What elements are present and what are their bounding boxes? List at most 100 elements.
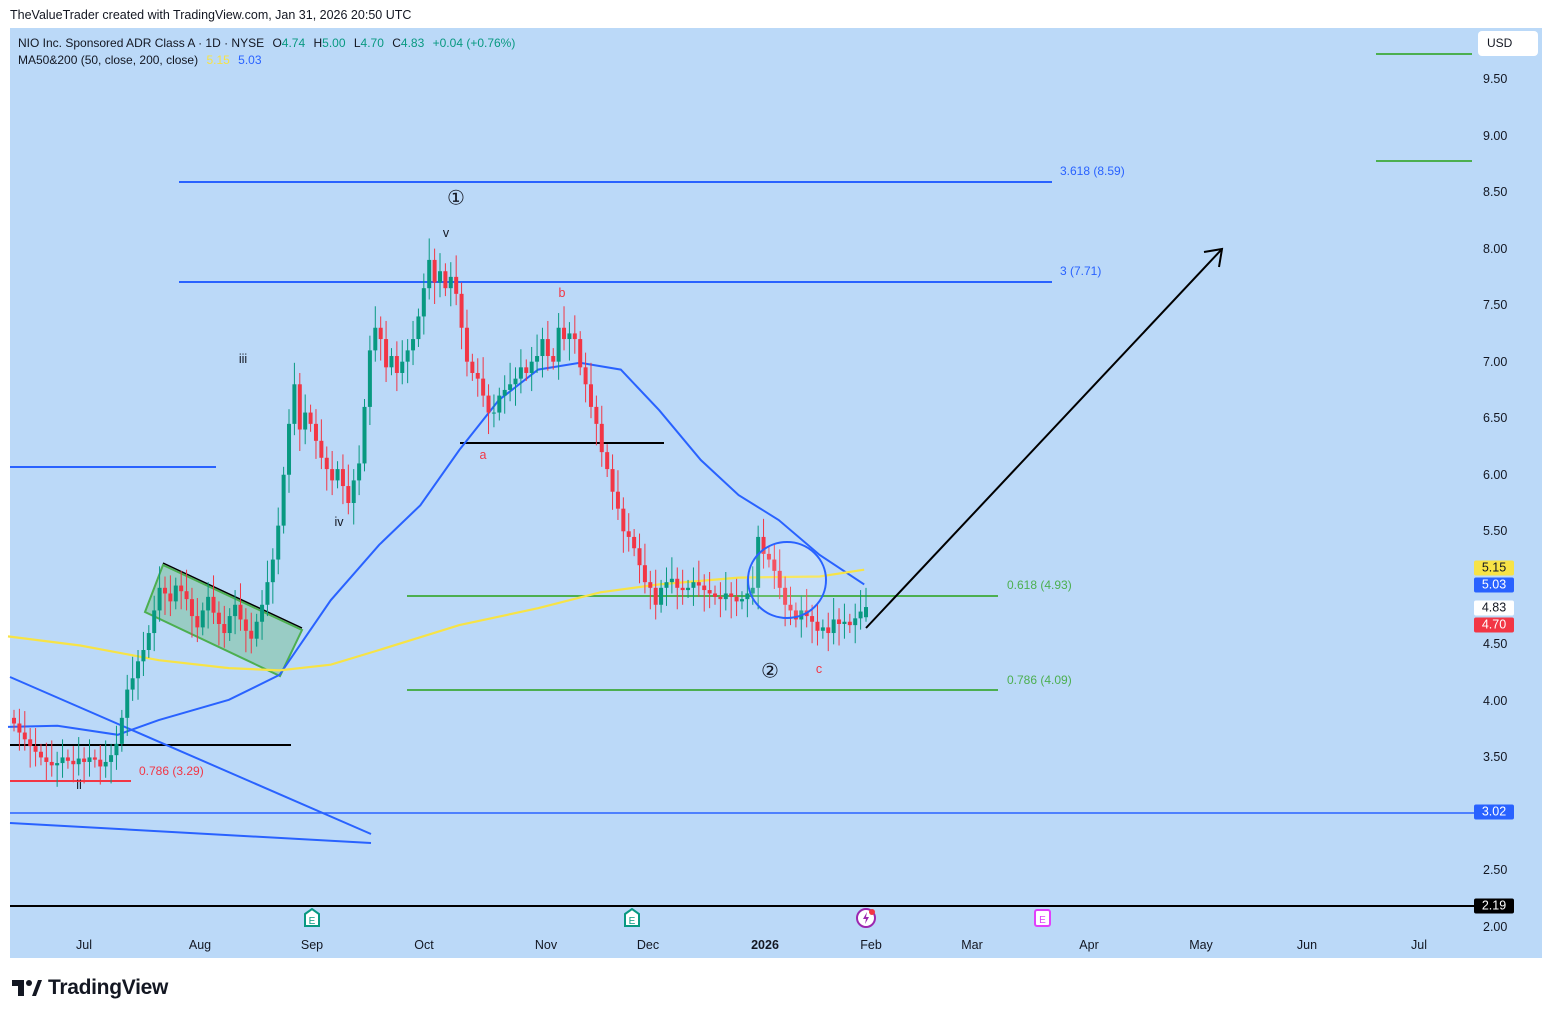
candle[interactable] (173, 577, 178, 610)
candle[interactable] (411, 320, 416, 366)
candle[interactable] (384, 320, 389, 383)
candle[interactable] (287, 409, 292, 493)
candle[interactable] (637, 533, 642, 584)
candle[interactable] (718, 582, 723, 618)
candle[interactable] (373, 306, 378, 362)
candle[interactable] (303, 394, 308, 445)
candle[interactable] (475, 358, 480, 397)
candle[interactable] (55, 751, 60, 787)
candle[interactable] (669, 557, 674, 594)
candle[interactable] (405, 339, 410, 384)
candle[interactable] (853, 603, 858, 644)
candle[interactable] (820, 619, 825, 639)
candle[interactable] (599, 405, 604, 467)
candle[interactable] (470, 353, 475, 381)
candle[interactable] (71, 746, 76, 783)
candle[interactable] (308, 404, 313, 432)
candle[interactable] (513, 367, 518, 406)
candle[interactable] (394, 341, 399, 392)
candle[interactable] (189, 587, 194, 638)
candle[interactable] (427, 238, 432, 300)
currency-button[interactable]: USD (1478, 31, 1538, 56)
candle[interactable] (540, 327, 545, 378)
candle[interactable] (508, 362, 513, 402)
candle[interactable] (556, 313, 561, 380)
candle[interactable] (497, 387, 502, 421)
candle[interactable] (756, 525, 761, 610)
candle[interactable] (459, 282, 464, 350)
candle[interactable] (82, 747, 87, 784)
candle[interactable] (233, 590, 238, 635)
candle[interactable] (319, 419, 324, 470)
candle[interactable] (200, 602, 205, 636)
candle[interactable] (675, 567, 680, 610)
candle[interactable] (141, 631, 146, 677)
candle[interactable] (578, 331, 583, 376)
dividend-flash-icon[interactable] (855, 907, 877, 929)
candle[interactable] (33, 728, 38, 767)
candle[interactable] (486, 384, 491, 435)
candle[interactable] (438, 253, 442, 298)
candle[interactable] (621, 497, 626, 553)
candle[interactable] (357, 445, 362, 496)
candle[interactable] (864, 587, 868, 622)
candle[interactable] (567, 322, 572, 361)
candle[interactable] (340, 454, 345, 505)
candle[interactable] (734, 578, 739, 617)
earnings-icon[interactable]: E (303, 908, 321, 928)
candle[interactable] (761, 518, 766, 569)
candle[interactable] (313, 409, 318, 459)
candle[interactable] (842, 603, 847, 639)
candle[interactable] (162, 576, 167, 615)
candle[interactable] (642, 543, 647, 594)
candle[interactable] (265, 560, 270, 617)
candle[interactable] (502, 375, 507, 414)
ma200-line[interactable] (7, 568, 865, 672)
candle[interactable] (572, 315, 577, 354)
candle[interactable] (588, 362, 593, 419)
symbol-legend[interactable]: NIO Inc. Sponsored ADR Class A · 1D · NY… (18, 36, 516, 50)
candle[interactable] (292, 362, 297, 436)
candle[interactable] (653, 569, 658, 620)
candle[interactable] (610, 454, 615, 510)
candle[interactable] (136, 650, 141, 700)
candle[interactable] (664, 567, 669, 606)
candle[interactable] (103, 740, 108, 778)
candle[interactable] (65, 749, 70, 769)
candle[interactable] (243, 608, 248, 653)
candle[interactable] (696, 560, 701, 597)
candle[interactable] (60, 739, 65, 778)
candle[interactable] (157, 566, 162, 622)
candle[interactable] (793, 602, 798, 628)
indicator-legend[interactable]: MA50&200 (50, close, 200, close) 5.15 5.… (18, 53, 262, 67)
candle[interactable] (421, 273, 426, 335)
candle[interactable] (481, 357, 486, 407)
candle[interactable] (92, 749, 97, 768)
candle[interactable] (249, 612, 254, 654)
candle[interactable] (281, 466, 286, 534)
candle[interactable] (125, 674, 130, 736)
candle[interactable] (400, 340, 405, 385)
candle[interactable] (335, 461, 340, 489)
candle[interactable] (297, 372, 302, 452)
candle[interactable] (389, 348, 394, 376)
candle[interactable] (837, 608, 842, 646)
candle[interactable] (49, 740, 54, 777)
candle[interactable] (810, 604, 815, 644)
tradingview-logo[interactable]: TradingView (12, 976, 168, 1000)
candle[interactable] (238, 583, 243, 631)
candle[interactable] (831, 597, 836, 645)
candle[interactable] (529, 346, 534, 392)
candle[interactable] (454, 255, 459, 306)
candle[interactable] (222, 605, 227, 648)
candle[interactable] (130, 656, 135, 701)
candle[interactable] (276, 507, 281, 575)
candle[interactable] (707, 571, 712, 609)
candle[interactable] (713, 585, 718, 605)
candle[interactable] (594, 395, 599, 446)
candle[interactable] (17, 708, 22, 751)
candle[interactable] (680, 569, 685, 605)
candle[interactable] (12, 709, 16, 732)
candle[interactable] (324, 446, 329, 491)
candle[interactable] (615, 470, 620, 520)
